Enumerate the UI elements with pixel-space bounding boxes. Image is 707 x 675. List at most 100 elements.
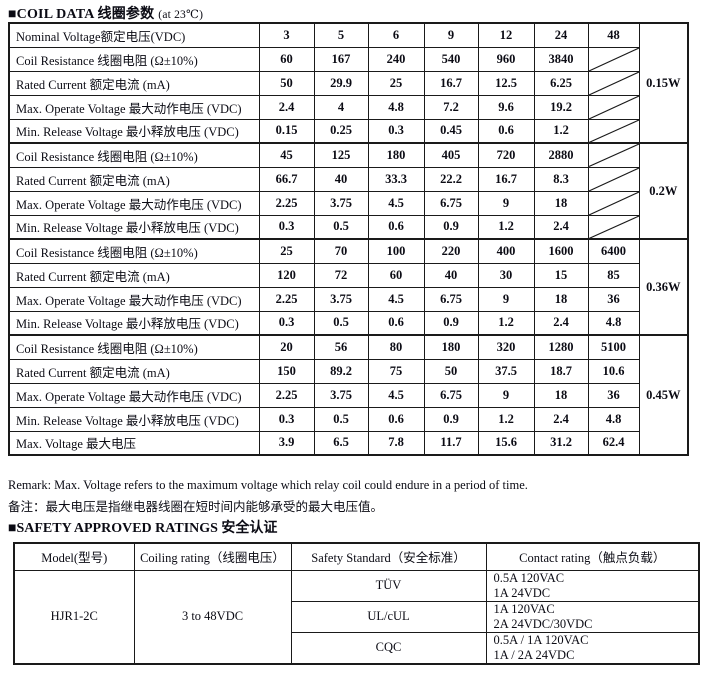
value-cell: 16.7	[477, 166, 535, 192]
row-label-nominal-voltage: Nominal Voltage额定电压(VDC)	[8, 22, 260, 48]
value-cell: 7.2	[423, 94, 479, 120]
power-rating-cell: 0.15W	[638, 22, 689, 144]
coiling-rating-cell: 3 to 48VDC	[133, 569, 292, 664]
na-diagonal-icon	[589, 192, 639, 215]
contact-line: 1A / 2A 24VDC	[493, 647, 575, 662]
header-model: Model(型号)	[13, 542, 135, 571]
value-cell: 66.7	[258, 166, 315, 192]
coil-data-row: Max. Operate Voltage 最大动作电压 (VDC) 2.25 3.7…	[8, 382, 688, 408]
value-cell: 400	[477, 238, 535, 264]
standard-cell-tuv: TÜV	[290, 569, 487, 602]
standard-cell-cqc: CQC	[290, 631, 487, 664]
value-cell: 60	[367, 262, 425, 288]
standard-cell-ul: UL/cUL	[290, 600, 487, 633]
na-cell	[587, 166, 640, 192]
value-cell: 0.9	[423, 406, 479, 432]
na-diagonal-icon	[589, 144, 639, 167]
value-cell: 45	[258, 142, 315, 168]
value-cell: 25	[367, 70, 425, 96]
value-cell: 15.6	[477, 430, 535, 456]
value-cell: 18	[533, 382, 589, 408]
value-cell: 30	[477, 262, 535, 288]
header-safety-standard: Safety Standard（安全标准）	[290, 542, 487, 571]
value-cell: 36	[587, 286, 640, 312]
value-cell: 75	[367, 358, 425, 384]
value-cell: 22.2	[423, 166, 479, 192]
value-cell: 6.25	[533, 70, 589, 96]
value-cell: 0.3	[258, 406, 315, 432]
row-label: Coil Resistance 线圈电阻 (Ω±10%)	[8, 46, 260, 72]
value-cell: 18	[533, 190, 589, 216]
value-cell: 6.75	[423, 286, 479, 312]
nominal-voltage-value: 48	[587, 22, 640, 48]
safety-ratings-section-title: ■SAFETY APPROVED RATINGS 安全认证	[8, 521, 278, 536]
remark-chinese: 备注：最大电压是指继电器线圈在短时间内能够承受的最大电压值。	[8, 500, 384, 514]
max-voltage-row: Max. Voltage 最大电压 3.9 6.5 7.8 11.7 15.6 31.2 62…	[8, 430, 688, 456]
value-cell: 33.3	[367, 166, 425, 192]
na-diagonal-icon	[589, 120, 639, 143]
contact-line: 0.5A / 1A 120VAC	[493, 632, 589, 647]
value-cell: 89.2	[313, 358, 369, 384]
value-cell: 0.6	[367, 406, 425, 432]
coil-data-title-text: ■COIL DATA 线圈参数	[8, 7, 155, 22]
value-cell: 0.9	[423, 214, 479, 240]
value-cell: 11.7	[423, 430, 479, 456]
na-cell	[587, 70, 640, 96]
coil-data-title-condition: (at 23℃)	[158, 9, 204, 21]
row-label: Max. Operate Voltage 最大动作电压 (VDC)	[8, 382, 260, 408]
coil-data-row: Max. Operate Voltage 最大动作电压 (VDC) 2.25 3.7…	[8, 190, 688, 216]
row-label: Max. Operate Voltage 最大动作电压 (VDC)	[8, 286, 260, 312]
value-cell: 6400	[587, 238, 640, 264]
row-label: Coil Resistance 线圈电阻 (Ω±10%)	[8, 142, 260, 168]
safety-ratings-table: Model(型号) Coiling rating（线圈电压） Safety St…	[13, 542, 700, 665]
value-cell: 0.3	[367, 118, 425, 144]
value-cell: 220	[423, 238, 479, 264]
value-cell: 2880	[533, 142, 589, 168]
value-cell: 4.5	[367, 382, 425, 408]
value-cell: 10.6	[587, 358, 640, 384]
value-cell: 0.5	[313, 310, 369, 336]
na-cell	[587, 94, 640, 120]
na-cell	[587, 190, 640, 216]
value-cell: 4.8	[587, 310, 640, 336]
coil-data-row: Min. Release Voltage 最小释放电压 (VDC) 0.3 0.5 0…	[8, 406, 688, 432]
value-cell: 3.75	[313, 286, 369, 312]
remark-english: Remark: Max. Voltage refers to the maxim…	[8, 478, 528, 492]
coil-data-section-title: ■COIL DATA 线圈参数 (at 23℃)	[8, 3, 203, 23]
value-cell: 29.9	[313, 70, 369, 96]
value-cell: 5100	[587, 334, 640, 360]
value-cell: 1280	[533, 334, 589, 360]
nominal-voltage-value: 24	[533, 22, 589, 48]
value-cell: 1.2	[533, 118, 589, 144]
value-cell: 70	[313, 238, 369, 264]
value-cell: 3.75	[313, 190, 369, 216]
value-cell: 72	[313, 262, 369, 288]
value-cell: 4.5	[367, 286, 425, 312]
value-cell: 4.5	[367, 190, 425, 216]
nominal-voltage-value: 5	[313, 22, 369, 48]
value-cell: 180	[367, 142, 425, 168]
value-cell: 36	[587, 382, 640, 408]
coil-data-row: Coil Resistance 线圈电阻 (Ω±10%) 20 56 80 180 320…	[8, 334, 689, 456]
value-cell: 40	[423, 262, 479, 288]
value-cell: 3.9	[258, 430, 315, 456]
value-cell: 80	[367, 334, 425, 360]
value-cell: 2.4	[533, 214, 589, 240]
value-cell: 2.4	[533, 310, 589, 336]
value-cell: 2.25	[258, 286, 315, 312]
power-rating-cell: 0.2W	[638, 142, 689, 240]
value-cell: 31.2	[533, 430, 589, 456]
value-cell: 2.4	[258, 94, 315, 120]
safety-header-row: Model(型号) Coiling rating（线圈电压） Safety St…	[13, 542, 700, 571]
value-cell: 56	[313, 334, 369, 360]
value-cell: 0.6	[367, 310, 425, 336]
coil-table-body: Nominal Voltage额定电压(VDC) 3 5 6 9 12 24 48 0.15W C…	[8, 22, 689, 456]
contact-cell-ul: 1A 120VAC 2A 24VDC/30VDC	[485, 600, 700, 633]
nominal-voltage-value: 3	[258, 22, 315, 48]
value-cell: 120	[258, 262, 315, 288]
row-label: Rated Current 额定电流 (mA)	[8, 358, 260, 384]
contact-line: 1A 120VAC	[493, 601, 555, 616]
coil-data-table: Nominal Voltage额定电压(VDC) 3 5 6 9 12 24 48 0.15W C…	[8, 22, 689, 456]
safety-row-ul: UL/cUL 1A 120VAC 2A 24VDC/30VDC	[14, 600, 700, 633]
